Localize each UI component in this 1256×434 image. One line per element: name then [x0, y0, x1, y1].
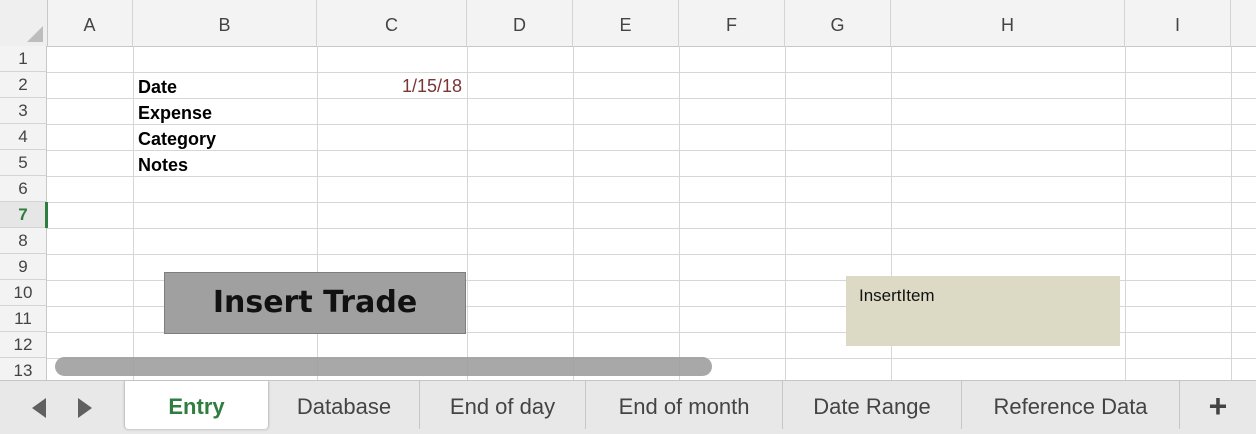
cell-b5-notes-label[interactable]: Notes [138, 155, 189, 175]
insert-item-label: InsertItem [859, 286, 935, 305]
grid-line [1125, 46, 1126, 380]
row-header-4[interactable]: 4 [0, 124, 47, 150]
select-all-icon [27, 26, 43, 42]
column-header-c[interactable]: C [317, 0, 467, 46]
scroll-right-icon[interactable] [78, 398, 92, 418]
grid-line [679, 46, 680, 380]
row-header-2[interactable]: 2 [0, 72, 47, 98]
grid-line [573, 46, 574, 380]
cell-b4-category-label[interactable]: Category [138, 129, 217, 149]
sheet-tab-entry[interactable]: Entry [124, 381, 269, 429]
row-header-12[interactable]: 12 [0, 332, 47, 358]
row-header-5[interactable]: 5 [0, 150, 47, 176]
grid-line [47, 72, 1256, 73]
grid-line [47, 228, 1256, 229]
grid-line [47, 254, 1256, 255]
column-header-b[interactable]: B [133, 0, 317, 46]
row-header-11[interactable]: 11 [0, 306, 47, 332]
cell-b2-date-label[interactable]: Date [138, 77, 178, 97]
row-header-6[interactable]: 6 [0, 176, 47, 202]
select-all-corner[interactable] [0, 0, 48, 46]
column-header-a[interactable]: A [47, 0, 133, 46]
row-header-7-active[interactable]: 7 [0, 202, 48, 228]
sheet-tab-end-of-month[interactable]: End of month [586, 381, 783, 429]
row-header-8[interactable]: 8 [0, 228, 47, 254]
grid-line [47, 150, 1256, 151]
cell-b3-expense-label[interactable]: Expense [138, 103, 213, 123]
grid-line [47, 280, 1256, 281]
sheet-tab-reference-data[interactable]: Reference Data [962, 381, 1180, 429]
insert-item-shape[interactable]: InsertItem [846, 276, 1120, 346]
column-header-f[interactable]: F [679, 0, 785, 46]
column-header-g[interactable]: G [785, 0, 891, 46]
insert-trade-button[interactable]: Insert Trade [164, 272, 466, 334]
row-header-1[interactable]: 1 [0, 46, 47, 72]
row-header-13[interactable]: 13 [0, 358, 47, 380]
add-sheet-icon[interactable]: + [1208, 388, 1228, 424]
column-header-i[interactable]: I [1125, 0, 1231, 46]
grid-line [891, 46, 892, 380]
column-header-bar [0, 0, 1256, 47]
sheet-tab-date-range[interactable]: Date Range [783, 381, 962, 429]
spreadsheet-grid[interactable]: A B C D E F G H I 1 2 3 4 5 6 7 8 9 10 1… [0, 0, 1256, 380]
grid-line [47, 176, 1256, 177]
grid-line [317, 46, 318, 380]
sheet-tab-database[interactable]: Database [269, 381, 420, 429]
sheet-tab-end-of-day[interactable]: End of day [420, 381, 586, 429]
column-header-d[interactable]: D [467, 0, 573, 46]
scroll-left-icon[interactable] [32, 398, 46, 418]
row-header-9[interactable]: 9 [0, 254, 47, 280]
grid-line [47, 306, 1256, 307]
row-header-10[interactable]: 10 [0, 280, 47, 306]
horizontal-scrollbar[interactable] [55, 357, 712, 376]
grid-line [133, 46, 134, 380]
grid-line [1231, 46, 1232, 380]
column-header-e[interactable]: E [573, 0, 679, 46]
grid-line [47, 332, 1256, 333]
grid-line [47, 98, 1256, 99]
grid-line [47, 202, 1256, 203]
column-header-h[interactable]: H [891, 0, 1125, 46]
grid-line [467, 46, 468, 380]
cell-c2-date-value[interactable]: 1/15/18 [401, 76, 462, 96]
row-header-3[interactable]: 3 [0, 98, 47, 124]
grid-line [47, 124, 1256, 125]
grid-line [785, 46, 786, 380]
